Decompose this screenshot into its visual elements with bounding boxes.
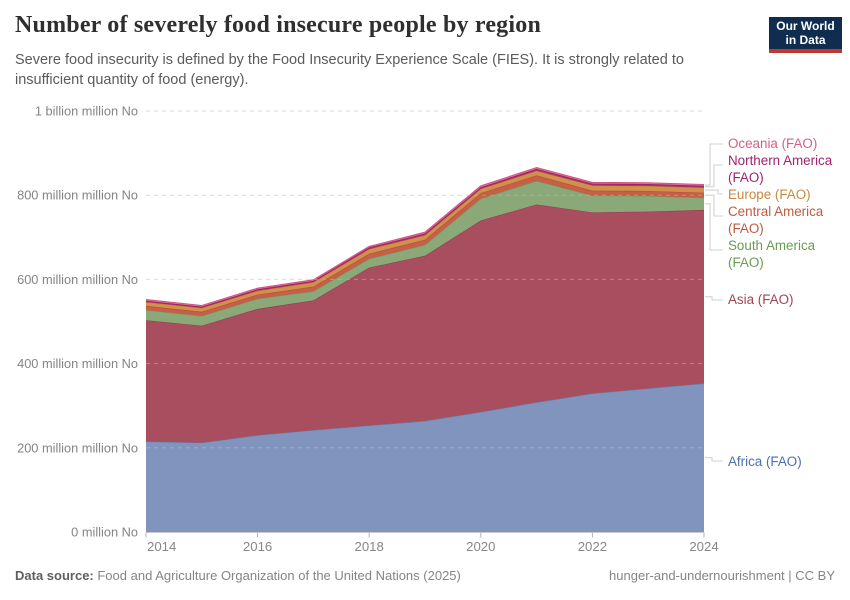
legend-item-northern-america[interactable]: Northern America (FAO) bbox=[728, 153, 833, 185]
leader-line-oceania-fao bbox=[705, 143, 723, 186]
x-tick-label-2018: 2018 bbox=[355, 539, 384, 554]
footer-source-text: Food and Agriculture Organization of the… bbox=[93, 568, 461, 583]
x-tick-label-2016: 2016 bbox=[243, 539, 272, 554]
y-tick-label-1000: 1 billion million No bbox=[35, 104, 138, 119]
y-tick-label-200: 200 million million No bbox=[17, 440, 138, 455]
x-tick-label-2014: 2014 bbox=[147, 539, 176, 554]
x-tick-label-2020: 2020 bbox=[466, 539, 495, 554]
y-tick-label-400: 400 million million No bbox=[17, 356, 138, 371]
leader-line-africa-fao bbox=[705, 457, 723, 462]
area-asia-fao[interactable] bbox=[146, 204, 704, 443]
y-tick-label-800: 800 million million No bbox=[17, 188, 138, 203]
owid-logo-line1: Our World bbox=[776, 19, 835, 33]
footer-source-label: Data source: bbox=[15, 568, 94, 583]
owid-logo-accent-bar bbox=[769, 49, 842, 53]
y-tick-label-600: 600 million million No bbox=[17, 272, 138, 287]
legend-item-south-america[interactable]: South America (FAO) bbox=[728, 238, 816, 270]
legend-item-central-america[interactable]: Central America (FAO) bbox=[728, 204, 824, 236]
leader-line-south-america-fao bbox=[705, 203, 723, 251]
x-tick-label-2022: 2022 bbox=[578, 539, 607, 554]
legend-item-asia[interactable]: Asia (FAO) bbox=[728, 292, 794, 307]
footer: Data source: Food and Agriculture Organi… bbox=[15, 568, 835, 583]
y-tick-label-0: 0 million No bbox=[71, 525, 138, 540]
leader-line-central-america-fao bbox=[705, 194, 723, 217]
leader-line-europe-fao bbox=[705, 189, 723, 195]
owid-logo-box: Our World in Data bbox=[769, 17, 842, 49]
leader-line-northern-america-fao bbox=[705, 164, 723, 188]
x-tick-label-2024: 2024 bbox=[689, 539, 718, 554]
owid-logo: Our World in Data bbox=[769, 17, 842, 53]
footer-source: Data source: Food and Agriculture Organi… bbox=[15, 568, 461, 583]
legend-item-europe[interactable]: Europe (FAO) bbox=[728, 187, 811, 202]
edge-oceania-fao bbox=[145, 167, 705, 307]
page-subtitle: Severe food insecurity is defined by the… bbox=[15, 52, 684, 88]
leader-line-asia-fao bbox=[705, 296, 723, 301]
footer-link[interactable]: hunger-and-undernourishment | CC BY bbox=[609, 568, 835, 583]
legend-item-oceania[interactable]: Oceania (FAO) bbox=[728, 136, 818, 151]
legend-item-africa[interactable]: Africa (FAO) bbox=[728, 454, 802, 469]
page-title: Number of severely food insecure people … bbox=[15, 12, 541, 38]
area-africa-fao[interactable] bbox=[146, 383, 704, 532]
owid-logo-line2: in Data bbox=[785, 33, 826, 47]
area-south-america-fao[interactable] bbox=[146, 180, 704, 326]
